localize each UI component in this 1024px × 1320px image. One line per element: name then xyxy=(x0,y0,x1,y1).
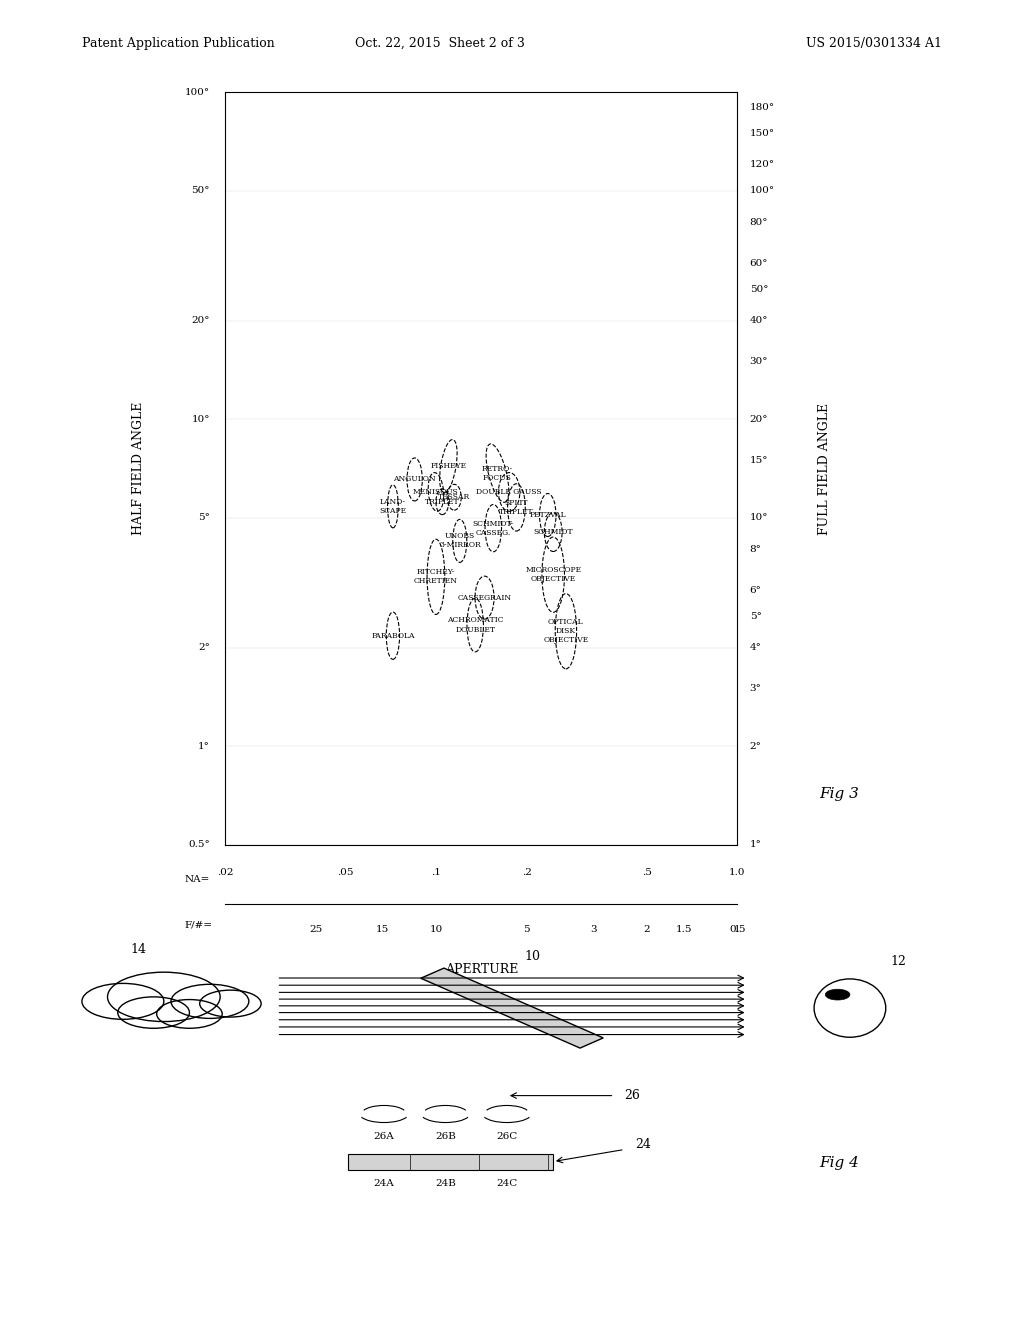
Text: 3: 3 xyxy=(590,925,597,935)
Text: MICROSCOPE
OBJECTIVE: MICROSCOPE OBJECTIVE xyxy=(525,566,582,583)
Text: Patent Application Publication: Patent Application Publication xyxy=(82,37,274,50)
Text: 120°: 120° xyxy=(750,161,775,169)
Text: 50°: 50° xyxy=(191,186,210,195)
Text: 2: 2 xyxy=(643,925,650,935)
Text: 20°: 20° xyxy=(750,414,768,424)
Text: 26C: 26C xyxy=(497,1131,517,1140)
Text: ACHROMATIC
DOUBLET: ACHROMATIC DOUBLET xyxy=(446,616,504,634)
Text: Fig 3: Fig 3 xyxy=(819,787,859,801)
Text: Fig 4: Fig 4 xyxy=(819,1156,859,1170)
Text: 5°: 5° xyxy=(198,513,210,523)
Text: RETRO-
FOCUS: RETRO- FOCUS xyxy=(482,465,513,482)
Text: 100°: 100° xyxy=(750,186,775,195)
Text: UNOBS
3-MIRROR: UNOBS 3-MIRROR xyxy=(439,532,480,549)
Text: .05: .05 xyxy=(337,869,353,878)
Text: US 2015/0301334 A1: US 2015/0301334 A1 xyxy=(806,37,942,50)
Text: 10°: 10° xyxy=(191,414,210,424)
Text: 40°: 40° xyxy=(750,317,768,326)
Text: 3°: 3° xyxy=(750,684,762,693)
Text: 0.5°: 0.5° xyxy=(188,841,210,849)
Circle shape xyxy=(118,997,189,1028)
Text: 10°: 10° xyxy=(750,513,768,523)
Text: .1: .1 xyxy=(431,869,441,878)
Text: SCHMIDT: SCHMIDT xyxy=(534,528,573,536)
Text: MENISCUS: MENISCUS xyxy=(413,488,459,496)
Circle shape xyxy=(108,972,220,1022)
Text: 25: 25 xyxy=(309,925,323,935)
Text: 5°: 5° xyxy=(750,611,762,620)
Circle shape xyxy=(825,989,850,1001)
Circle shape xyxy=(171,985,249,1019)
Text: 50°: 50° xyxy=(750,285,768,294)
Text: 14: 14 xyxy=(130,944,146,957)
Circle shape xyxy=(157,999,222,1028)
Text: 20°: 20° xyxy=(191,317,210,326)
Text: .5: .5 xyxy=(642,869,651,878)
Text: 26A: 26A xyxy=(374,1131,394,1140)
Text: 0.5: 0.5 xyxy=(729,925,745,935)
Text: DOUBLE GAUSS: DOUBLE GAUSS xyxy=(476,488,542,496)
Text: OPTICAL
DISK
OBJECTIVE: OPTICAL DISK OBJECTIVE xyxy=(544,618,589,644)
Text: 6°: 6° xyxy=(750,586,762,595)
Text: RITCHEY-
CHRETIEN: RITCHEY- CHRETIEN xyxy=(414,568,458,586)
Text: .2: .2 xyxy=(521,869,531,878)
Text: 1: 1 xyxy=(734,925,740,935)
Text: 80°: 80° xyxy=(750,218,768,227)
Text: 5: 5 xyxy=(523,925,530,935)
Text: FULL FIELD ANGLE: FULL FIELD ANGLE xyxy=(818,403,830,535)
Text: 26: 26 xyxy=(625,1089,641,1102)
Text: 15: 15 xyxy=(376,925,389,935)
Text: TRIPLET: TRIPLET xyxy=(425,498,460,506)
Text: SPLIT
TRIPLET: SPLIT TRIPLET xyxy=(499,499,534,516)
Bar xyxy=(348,1154,553,1170)
Text: SCHMIDT-
CASSEG.: SCHMIDT- CASSEG. xyxy=(473,520,514,537)
Text: NA=: NA= xyxy=(184,875,210,884)
Circle shape xyxy=(200,990,261,1016)
Text: 10: 10 xyxy=(429,925,442,935)
Text: 1.5: 1.5 xyxy=(676,925,692,935)
Text: HALF FIELD ANGLE: HALF FIELD ANGLE xyxy=(132,401,144,536)
Text: CASSEGRAIN: CASSEGRAIN xyxy=(458,594,512,602)
Polygon shape xyxy=(421,968,603,1048)
Text: LAND-
SCAPE: LAND- SCAPE xyxy=(379,498,407,515)
Text: 10: 10 xyxy=(524,950,541,964)
Text: 24A: 24A xyxy=(374,1179,394,1188)
Text: 24C: 24C xyxy=(497,1179,517,1188)
Text: 4°: 4° xyxy=(750,643,762,652)
Text: 150°: 150° xyxy=(750,129,775,137)
Text: 15°: 15° xyxy=(750,455,768,465)
Text: APERTURE: APERTURE xyxy=(444,964,518,975)
Text: 24B: 24B xyxy=(435,1179,456,1188)
Text: 24: 24 xyxy=(635,1138,651,1151)
Text: TESSAR: TESSAR xyxy=(438,494,470,502)
Text: 1°: 1° xyxy=(198,742,210,751)
Text: 8°: 8° xyxy=(750,545,762,554)
Text: 2°: 2° xyxy=(750,742,762,751)
Text: PARABOLA: PARABOLA xyxy=(371,632,415,640)
Text: 60°: 60° xyxy=(750,259,768,268)
Text: F/#=: F/#= xyxy=(184,920,212,929)
Text: 2°: 2° xyxy=(198,643,210,652)
Text: 1.0: 1.0 xyxy=(729,869,745,878)
Text: ANGULON: ANGULON xyxy=(393,475,436,483)
Text: FISHEYE: FISHEYE xyxy=(430,462,467,470)
Text: 12: 12 xyxy=(891,954,907,968)
Text: 1°: 1° xyxy=(750,841,762,849)
Text: 100°: 100° xyxy=(184,88,210,96)
Text: 26B: 26B xyxy=(435,1131,456,1140)
Text: PETZVAL: PETZVAL xyxy=(529,511,566,519)
Circle shape xyxy=(82,983,164,1019)
Text: Oct. 22, 2015  Sheet 2 of 3: Oct. 22, 2015 Sheet 2 of 3 xyxy=(355,37,525,50)
Text: 30°: 30° xyxy=(750,358,768,367)
Text: 180°: 180° xyxy=(750,103,775,112)
Text: .02: .02 xyxy=(217,869,233,878)
